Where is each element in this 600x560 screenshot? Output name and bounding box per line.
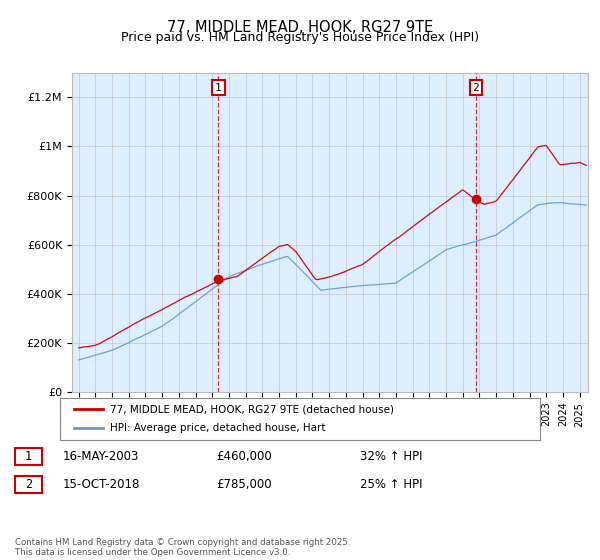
Text: HPI: Average price, detached house, Hart: HPI: Average price, detached house, Hart [110,423,326,433]
Text: 77, MIDDLE MEAD, HOOK, RG27 9TE: 77, MIDDLE MEAD, HOOK, RG27 9TE [167,20,433,35]
Text: £785,000: £785,000 [216,478,272,491]
Text: 16-MAY-2003: 16-MAY-2003 [63,450,139,463]
Text: Contains HM Land Registry data © Crown copyright and database right 2025.
This d: Contains HM Land Registry data © Crown c… [15,538,350,557]
Text: 25% ↑ HPI: 25% ↑ HPI [360,478,422,491]
Text: 32% ↑ HPI: 32% ↑ HPI [360,450,422,463]
Text: 1: 1 [25,450,32,463]
Text: 15-OCT-2018: 15-OCT-2018 [63,478,140,491]
Text: £460,000: £460,000 [216,450,272,463]
Text: 2: 2 [473,82,479,92]
Text: Price paid vs. HM Land Registry's House Price Index (HPI): Price paid vs. HM Land Registry's House … [121,31,479,44]
Text: 2: 2 [25,478,32,491]
Text: 1: 1 [215,82,222,92]
Text: 77, MIDDLE MEAD, HOOK, RG27 9TE (detached house): 77, MIDDLE MEAD, HOOK, RG27 9TE (detache… [110,404,394,414]
